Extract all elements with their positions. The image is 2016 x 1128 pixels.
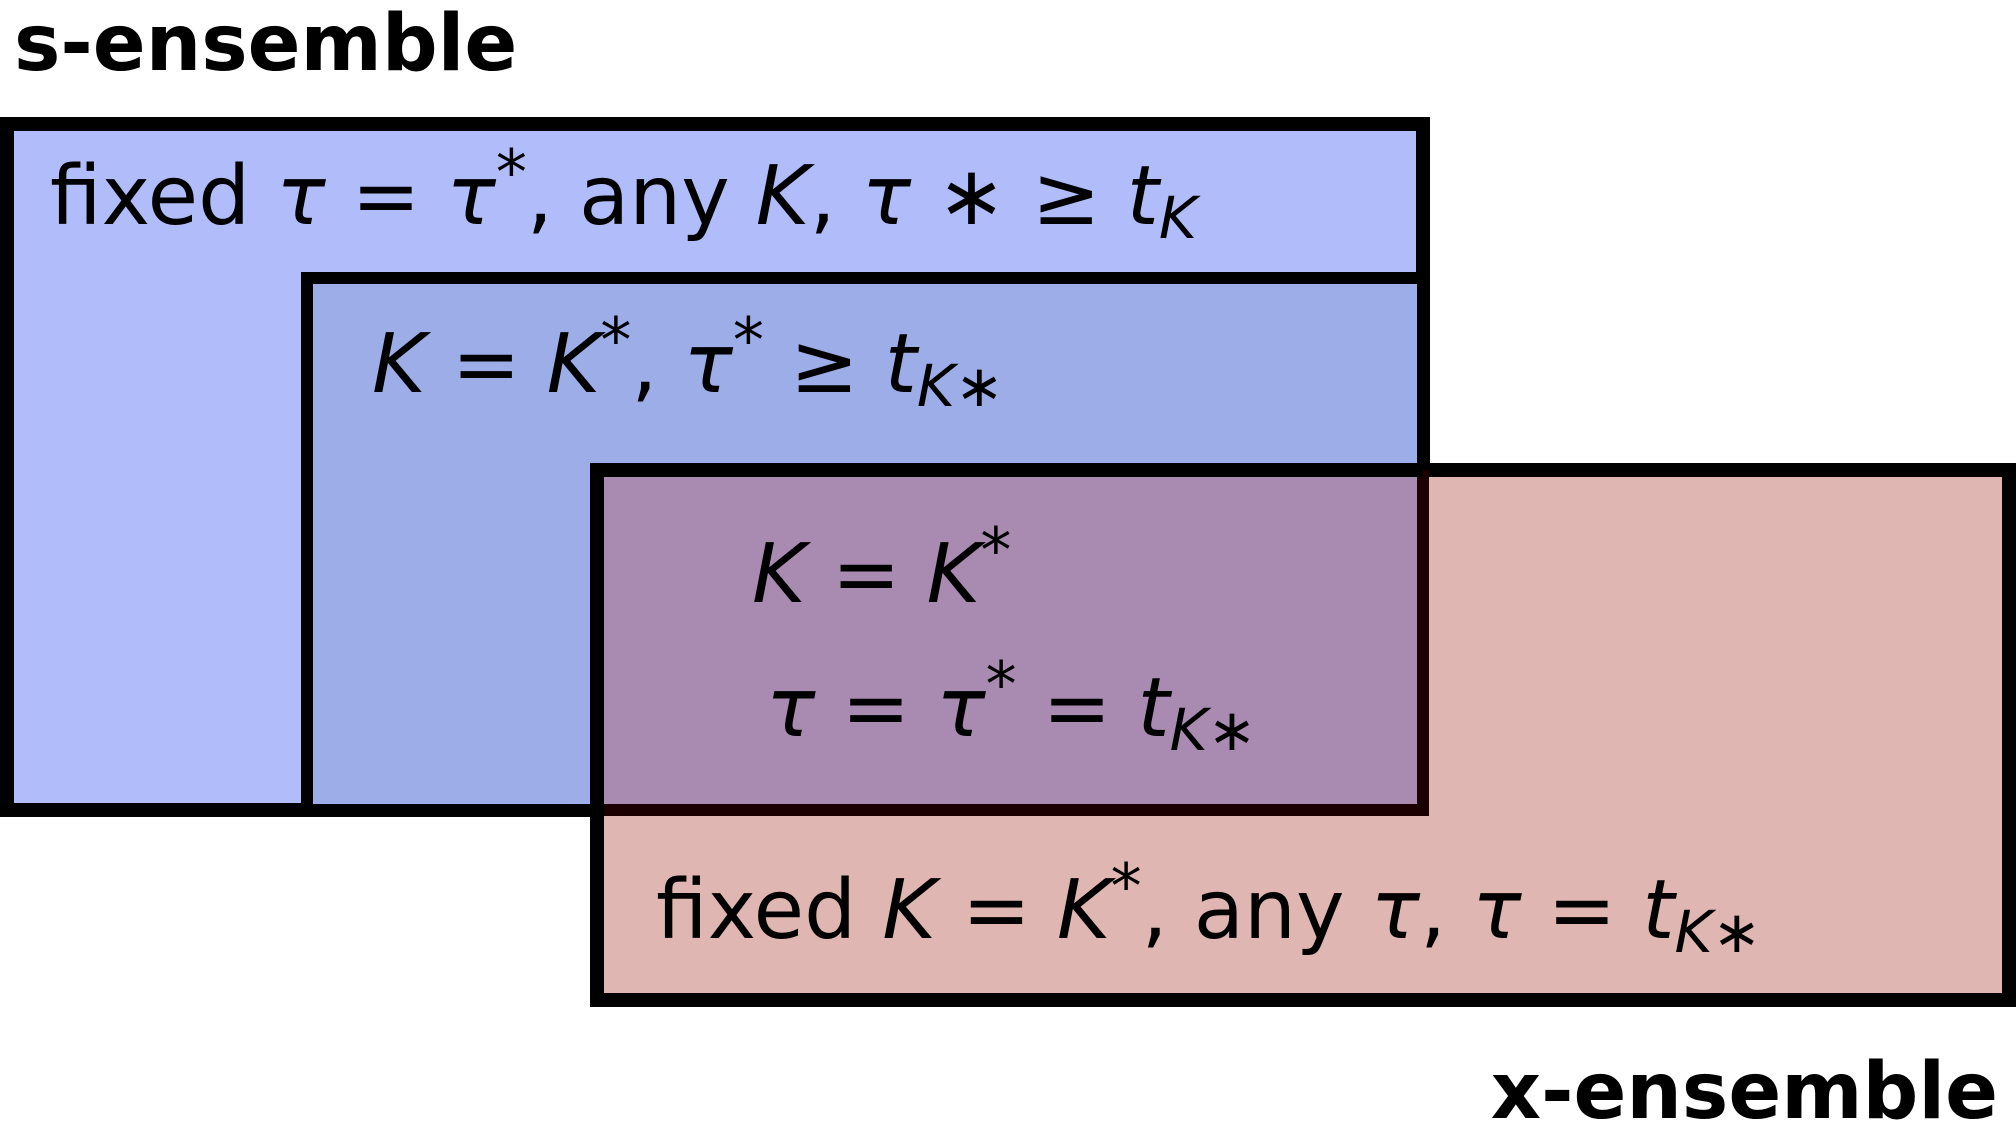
s-ensemble-title: s-ensemble (14, 0, 517, 89)
inner-box-label: K = K*, τ* ≥ tK∗ (372, 304, 1004, 420)
overlap-label-line1: K = K* (752, 514, 1011, 622)
x-ensemble-title: x-ensemble (1491, 1047, 1998, 1128)
s-box-label: fixed τ = τ*, any K, τ ∗ ≥ tK (50, 136, 1201, 252)
x-box-label: fixed K = K*, any τ, τ = tK∗ (656, 850, 1761, 966)
overlap-region (604, 477, 1423, 810)
overlap-label-line2: τ = τ* = tK∗ (766, 648, 1256, 764)
inner-box-border-overlap (604, 470, 1429, 816)
